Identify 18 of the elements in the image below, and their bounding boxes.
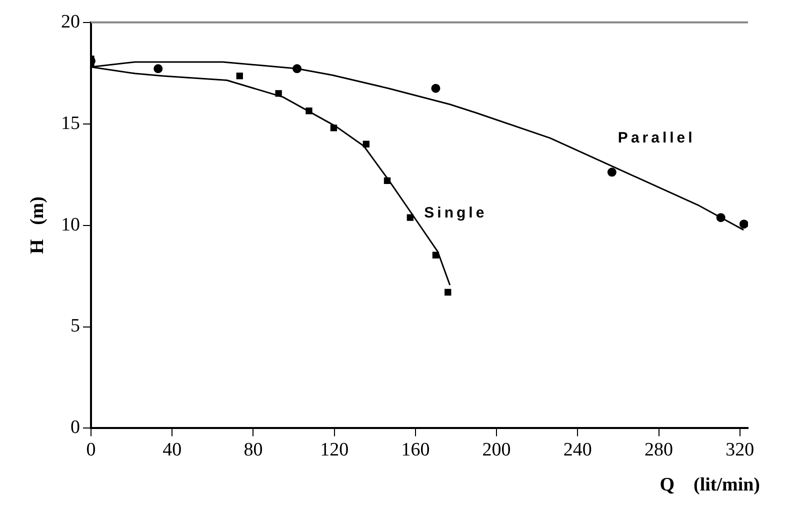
y-tick-label: 5 (70, 316, 80, 337)
x-tick-label: 0 (86, 440, 96, 461)
y-tick-label: 20 (61, 11, 80, 32)
y-tick-label: 0 (70, 417, 80, 438)
x-tick-label: 240 (563, 440, 592, 461)
x-tick-label: 320 (726, 440, 754, 461)
x-tick-label: 160 (401, 440, 430, 461)
x-tick-label: 280 (644, 440, 674, 461)
series-label: Parallel (618, 129, 696, 146)
y-tick-label: 15 (61, 112, 80, 134)
x-tick-label: 40 (162, 440, 182, 461)
x-tick-label: 200 (482, 440, 511, 461)
y-tick-label: 10 (61, 214, 80, 236)
x-tick-label: 80 (244, 440, 263, 461)
x-axis-title: Q (lit/min) (660, 474, 760, 496)
y-axis-title: H (m) (26, 196, 48, 254)
x-tick-label: 120 (320, 440, 349, 461)
series-label: Single (424, 204, 488, 222)
